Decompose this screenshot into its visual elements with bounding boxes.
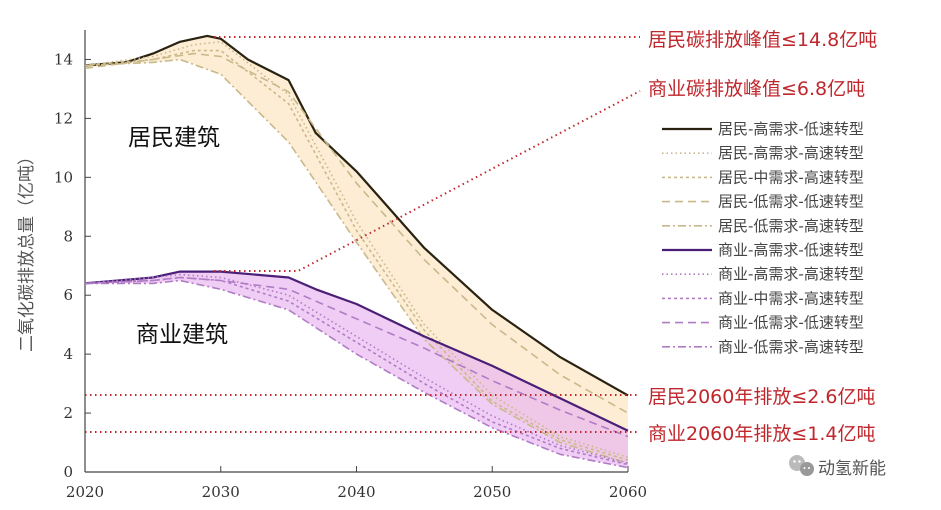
watermark: 动氢新能 — [789, 455, 886, 479]
watermark-text: 动氢新能 — [818, 459, 886, 479]
commercial-range-fill — [85, 271, 628, 468]
series-line-3 — [84, 52, 629, 414]
x-ticks: 2020 2030 2040 2050 2060 — [66, 466, 647, 501]
residential-range-fill — [85, 35, 628, 464]
x-tick-label: 2060 — [609, 483, 647, 501]
series-line-7 — [84, 276, 629, 466]
y-tick-label: 4 — [63, 345, 73, 363]
region-label-commercial: 商业建筑 — [136, 322, 228, 348]
series-line-2 — [84, 49, 629, 461]
legend-label: 商业-低需求-低速转型 — [718, 314, 864, 332]
legend-label: 商业-高需求-低速转型 — [718, 241, 864, 259]
annotation-res-2060: 居民2060年排放≤2.6亿吨 — [648, 386, 876, 408]
reference-lines — [85, 36, 641, 433]
scenario-range-fills — [85, 35, 628, 468]
x-tick-label: 2040 — [337, 483, 375, 501]
series-line-4 — [84, 58, 629, 464]
region-label-residential: 居民建筑 — [128, 125, 220, 151]
legend-label: 商业-高需求-高速转型 — [718, 265, 864, 283]
legend-label: 居民-低需求-低速转型 — [718, 193, 864, 211]
series-line-9 — [85, 279, 629, 469]
y-tick-label: 10 — [54, 168, 73, 186]
legend-label: 商业-低需求-高速转型 — [718, 338, 864, 356]
y-axis-label: 二氧化碳排放总量（亿吨） — [17, 148, 37, 352]
legend-label: 居民-高需求-高速转型 — [718, 144, 864, 162]
wechat-icon — [789, 455, 814, 476]
x-tick-label: 2020 — [66, 483, 104, 501]
x-tick-label: 2030 — [202, 483, 240, 501]
annotation-com-2060: 商业2060年排放≤1.4亿吨 — [648, 423, 876, 445]
annotation-com-peak: 商业碳排放峰值≤6.8亿吨 — [648, 78, 865, 100]
legend-label: 商业-中需求-高速转型 — [718, 289, 864, 307]
axes: 2020 2030 2040 2050 2060 0 2 4 6 8 10 12 14 二氧化碳排放总… — [17, 30, 647, 501]
annotation-res-peak: 居民碳排放峰值≤14.8亿吨 — [648, 29, 877, 51]
y-tick-label: 12 — [54, 109, 73, 127]
series-line-8 — [84, 276, 629, 438]
y-tick-label: 2 — [63, 404, 73, 422]
y-tick-label: 6 — [63, 286, 73, 304]
y-ticks: 0 2 4 6 8 10 12 14 — [54, 50, 91, 481]
y-tick-label: 0 — [63, 463, 73, 481]
series-line-6 — [84, 273, 629, 464]
series-line-5 — [84, 270, 629, 432]
y-tick-label: 14 — [54, 50, 73, 68]
series-line-0 — [84, 34, 629, 397]
legend-label: 居民-高需求-低速转型 — [718, 120, 864, 138]
legend: 居民-高需求-低速转型居民-高需求-高速转型居民-中需求-高速转型居民-低需求-… — [662, 120, 864, 356]
y-tick-label: 8 — [63, 227, 73, 245]
x-tick-label: 2050 — [473, 483, 511, 501]
series-lines — [84, 34, 629, 469]
legend-label: 居民-低需求-高速转型 — [718, 217, 864, 235]
legend-label: 居民-中需求-高速转型 — [718, 168, 864, 186]
